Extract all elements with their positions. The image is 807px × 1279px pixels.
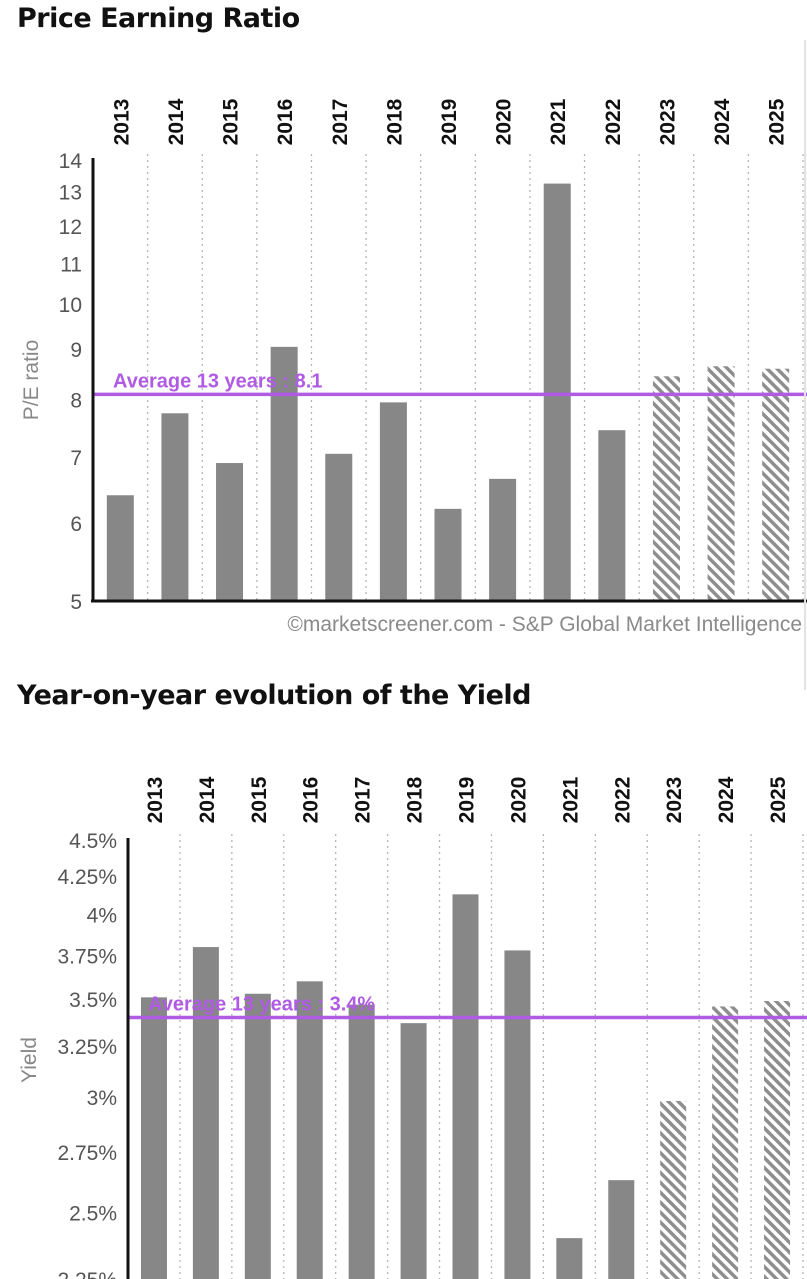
x-tick-label-2013: 2013	[110, 99, 133, 146]
bar-2016	[296, 981, 323, 1279]
x-tick-label-2014: 2014	[196, 776, 219, 823]
bar-2015	[216, 463, 244, 601]
y-tick-label: 11	[60, 253, 82, 276]
bar-2015	[244, 993, 271, 1279]
y-tick-label: 3%	[87, 1087, 117, 1110]
bar-estimate-2023	[660, 1101, 687, 1279]
bar-2019	[452, 894, 479, 1279]
bar-2020	[489, 478, 517, 601]
x-tick-label-2014: 2014	[165, 98, 188, 145]
bar-estimate-2023	[652, 376, 680, 601]
y-axis-label: P/E ratio	[20, 340, 43, 421]
x-tick-label-2020: 2020	[493, 99, 516, 146]
x-tick-label-2025: 2025	[767, 776, 790, 823]
x-tick-label-2021: 2021	[559, 776, 582, 823]
bar-estimate-2025	[762, 368, 790, 601]
x-tick-label-2018: 2018	[383, 98, 406, 145]
x-tick-label-2015: 2015	[248, 776, 271, 823]
bar-2018	[379, 402, 407, 601]
bar-2013	[140, 997, 167, 1279]
x-tick-label-2015: 2015	[220, 98, 243, 145]
y-tick-label: 13	[59, 182, 82, 205]
bar-2017	[325, 453, 353, 601]
x-tick-label-2016: 2016	[300, 777, 323, 824]
y-tick-label: 10	[59, 294, 82, 317]
y-tick-label: 2.75%	[57, 1142, 117, 1165]
x-tick-label-2020: 2020	[507, 777, 530, 824]
y-tick-label: 7	[70, 447, 82, 470]
y-tick-label: 2.25%	[57, 1269, 117, 1279]
x-tick-label-2016: 2016	[274, 99, 297, 146]
x-tick-label-2022: 2022	[602, 99, 625, 146]
pe-chart-title: Price Earning Ratio	[17, 3, 300, 34]
y-tick-label: 4%	[87, 905, 117, 928]
x-tick-label-2024: 2024	[711, 98, 734, 145]
y-tick-label: 9	[70, 339, 82, 362]
x-tick-label-2013: 2013	[144, 777, 167, 824]
page-edge-divider	[804, 40, 806, 690]
x-tick-label-2018: 2018	[404, 776, 427, 823]
y-tick-label: 2.5%	[69, 1202, 117, 1225]
bar-estimate-2024	[712, 1006, 739, 1279]
bar-2021	[543, 183, 571, 601]
bar-estimate-2024	[707, 366, 735, 601]
x-tick-label-2024: 2024	[715, 776, 738, 823]
source-credit: ©marketscreener.com - S&P Global Market …	[287, 613, 802, 636]
y-tick-label: 8	[70, 390, 82, 413]
y-tick-label: 4.25%	[57, 866, 117, 889]
bar-2019	[434, 508, 462, 601]
x-tick-label-2021: 2021	[547, 98, 570, 145]
bar-2022	[608, 1180, 635, 1279]
x-tick-label-2019: 2019	[438, 99, 461, 146]
bar-2014	[192, 947, 219, 1279]
bar-2017	[348, 1004, 375, 1279]
bar-2018	[400, 1023, 427, 1279]
bar-2014	[161, 413, 189, 601]
bar-2016	[270, 346, 298, 601]
y-tick-label: 14	[59, 150, 83, 173]
bar-estimate-2025	[764, 1000, 791, 1279]
bar-2022	[598, 430, 626, 601]
y-tick-label: 5	[70, 591, 82, 614]
x-tick-label-2017: 2017	[329, 99, 352, 146]
y-tick-label: 3.25%	[57, 1036, 117, 1059]
y-axis-label: Yield	[18, 1037, 41, 1083]
x-tick-label-2019: 2019	[456, 777, 479, 824]
y-tick-label: 12	[59, 216, 82, 239]
average-label: Average 13 years : 8.1	[113, 370, 322, 392]
y-tick-label: 4.5%	[69, 830, 117, 853]
y-tick-label: 6	[70, 513, 82, 536]
x-tick-label-2023: 2023	[663, 777, 686, 824]
x-tick-label-2023: 2023	[656, 99, 679, 146]
pe-ratio-chart: Average 13 years : 8.1 5 6 7 8 9 10 11 12 13 14 P/E…	[20, 98, 807, 636]
x-tick-label-2017: 2017	[352, 777, 375, 824]
bar-2021	[556, 1238, 583, 1279]
average-label: Average 13 years : 3.4%	[148, 994, 375, 1016]
y-tick-label: 3.75%	[57, 945, 117, 968]
yield-chart-title: Year-on-year evolution of the Yield	[17, 680, 531, 711]
x-tick-label-2022: 2022	[611, 777, 634, 824]
bar-2013	[106, 495, 134, 601]
y-tick-label: 3.5%	[69, 989, 117, 1012]
bar-2020	[504, 950, 531, 1279]
x-tick-label-2025: 2025	[766, 98, 789, 145]
